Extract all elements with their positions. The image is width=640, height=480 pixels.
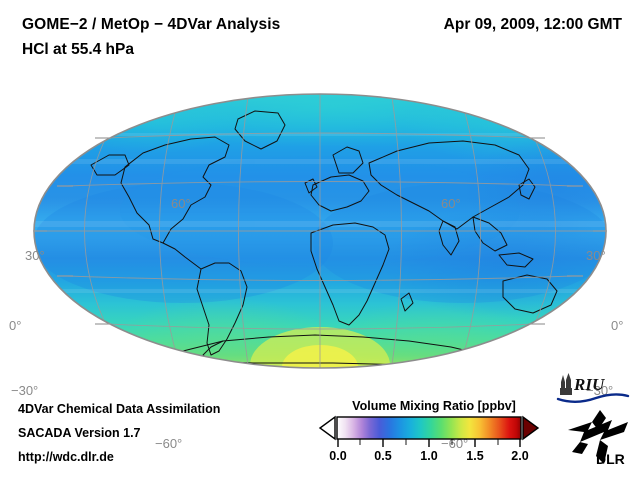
lat-label-left-30: 30° [25, 248, 45, 263]
riu-logo-svg: RIU [556, 373, 630, 403]
cathedral-towers-icon [560, 373, 572, 395]
dlr-mark-icon [568, 410, 628, 464]
page-subtitle: HCl at 55.4 hPa [22, 41, 134, 58]
footer-line-url[interactable]: http://wdc.dlr.de [18, 450, 114, 464]
riu-wordmark: RIU [573, 375, 605, 394]
lat-label-right-0: 0° [611, 318, 624, 333]
colorbar [318, 415, 540, 449]
lat-label-left-0: 0° [9, 318, 22, 333]
colorbar-min-cap [318, 415, 336, 441]
colorbar-gradient [337, 417, 521, 439]
lat-label-right-minus60: −60° [441, 436, 469, 451]
riu-swoosh-icon [556, 393, 630, 403]
footer-line-version: SACADA Version 1.7 [18, 426, 141, 440]
timestamp-label: Apr 09, 2009, 12:00 GMT [443, 16, 622, 33]
riu-logo: RIU [556, 371, 630, 403]
colorbar-tick-3: 1.5 [466, 449, 484, 463]
lat-label-right-30: 30° [586, 248, 606, 263]
colorbar-max-cap [522, 415, 540, 441]
graticule [43, 94, 597, 368]
lat-label-left-minus60: −60° [155, 436, 183, 451]
colorbar-tick-0: 0.0 [329, 449, 347, 463]
lat-label-right-60: 60° [441, 196, 461, 211]
colorbar-tick-1: 0.5 [374, 449, 392, 463]
page-title: GOME−2 / MetOp − 4DVar Analysis [22, 16, 281, 33]
colorbar-tick-4: 2.0 [511, 449, 529, 463]
footer-line-product: 4DVar Chemical Data Assimilation [18, 402, 221, 416]
colorbar-title: Volume Mixing Ratio [ppbv] [352, 399, 516, 413]
colorbar-tick-labels: 0.0 0.5 1.0 1.5 2.0 [318, 449, 540, 467]
dlr-logo: DLR [562, 408, 632, 468]
coastlines [90, 110, 582, 368]
colorbar-minor-ticks [359, 439, 499, 445]
colorbar-canvas [318, 415, 540, 447]
dlr-wordmark: DLR [596, 451, 625, 467]
colorbar-ticks [337, 439, 521, 447]
map-canvas [33, 93, 607, 369]
lat-label-left-minus30: −30° [11, 383, 39, 398]
colorbar-tick-2: 1.0 [420, 449, 438, 463]
lat-label-left-60: 60° [171, 196, 191, 211]
dlr-logo-svg: DLR [568, 410, 628, 467]
world-map: 60° 30° 0° −30° −60° 60° 30° 0° −30° −60… [9, 93, 623, 451]
axis-ticks [33, 137, 607, 325]
hcl-field [34, 94, 606, 368]
